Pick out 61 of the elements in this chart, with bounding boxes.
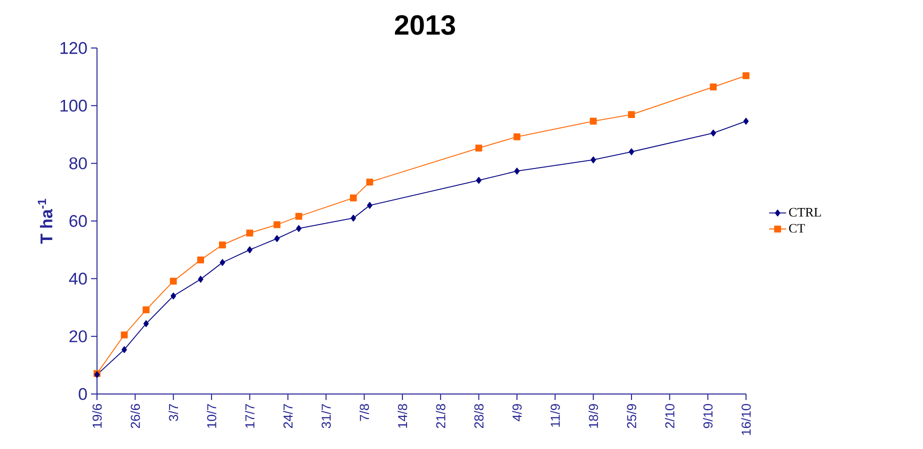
- point: [220, 259, 226, 266]
- x-tick-label: 4/9: [512, 404, 522, 422]
- point: [628, 111, 635, 118]
- point: [710, 130, 716, 136]
- point: [274, 235, 280, 242]
- y-axis-title: T ha$^{-1}$: [38, 198, 52, 244]
- point: [170, 278, 177, 285]
- point: [514, 133, 520, 140]
- x-tick-label: 7/8: [359, 404, 369, 421]
- point: [246, 230, 254, 237]
- x-tick-label: 10/7: [206, 404, 216, 428]
- point: [476, 176, 482, 184]
- point: [120, 331, 128, 338]
- point: [296, 225, 302, 232]
- x-tick-label: 2/10: [664, 404, 674, 428]
- point: [295, 212, 302, 220]
- x-tick-label: 3/7: [168, 404, 178, 421]
- x-tick-label: 9/10: [703, 404, 713, 428]
- point: [475, 144, 482, 152]
- point: [197, 256, 204, 264]
- point: [590, 156, 596, 164]
- legend-label: CTRL: [789, 208, 821, 217]
- point: [142, 306, 150, 314]
- x-tick-label: 31/7: [321, 404, 331, 428]
- x-tick-label: 16/10: [741, 404, 751, 435]
- chart-title: 2013: [394, 15, 456, 35]
- x-tick-label: 19/6: [92, 404, 102, 428]
- point: [367, 202, 372, 209]
- point: [350, 214, 356, 222]
- y-tick-label: 20: [70, 330, 87, 342]
- x-tick-label: 24/7: [283, 404, 293, 428]
- point: [247, 246, 252, 254]
- x-tick-label: 25/9: [626, 404, 636, 428]
- point: [143, 320, 149, 328]
- y-tick-label: 80: [69, 157, 87, 170]
- y-tick-label: 40: [69, 272, 87, 285]
- x-tick-label: 17/7: [244, 404, 254, 428]
- point: [514, 168, 520, 175]
- point: [219, 241, 226, 248]
- point: [170, 292, 176, 300]
- y-tick-label: 100: [60, 100, 87, 112]
- point: [590, 118, 597, 125]
- point: [122, 346, 127, 354]
- point: [350, 194, 357, 202]
- point: [710, 83, 717, 90]
- x-tick-label: 18/9: [588, 404, 598, 428]
- point: [742, 72, 750, 80]
- y-tick-label: 60: [70, 214, 87, 227]
- legend-label: CT: [789, 224, 805, 233]
- point: [198, 276, 204, 283]
- point: [628, 148, 634, 156]
- x-tick-label: 26/6: [130, 404, 140, 428]
- x-tick-label: 14/8: [398, 404, 408, 428]
- x-tick-label: 28/8: [474, 404, 484, 428]
- point: [366, 178, 374, 186]
- y-tick-label: 0: [78, 388, 87, 400]
- point: [743, 118, 749, 125]
- x-tick-label: 11/9: [550, 404, 560, 427]
- point: [274, 221, 280, 228]
- x-tick-label: 21/8: [436, 404, 446, 428]
- y-tick-label: 120: [60, 42, 87, 54]
